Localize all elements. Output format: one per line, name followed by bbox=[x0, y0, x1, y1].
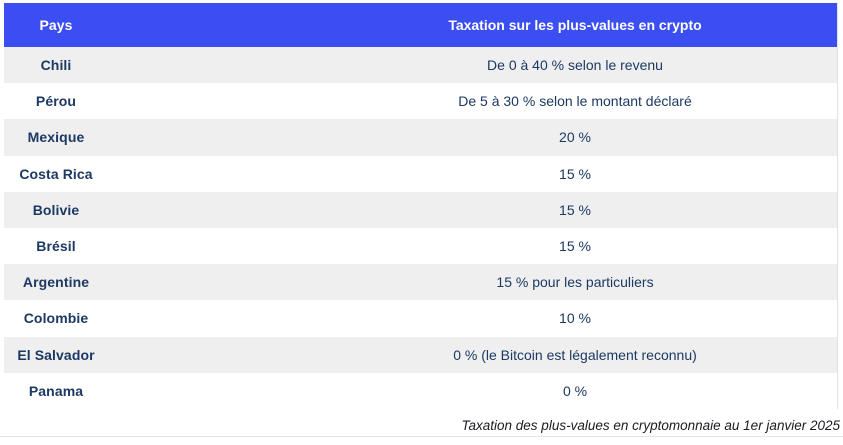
tax-cell: De 0 à 40 % selon le revenu bbox=[487, 57, 663, 74]
table-row: Costa Rica 15 % bbox=[4, 155, 837, 192]
table-body: Chili De 0 à 40 % selon le revenu Pérou … bbox=[4, 47, 837, 409]
tax-cell: 15 % bbox=[559, 201, 591, 218]
country-cell: Argentine bbox=[22, 274, 90, 291]
table-row: Bolivie 15 % bbox=[4, 191, 837, 228]
tax-cell: De 5 à 30 % selon le montant déclaré bbox=[458, 93, 692, 110]
header-cell-taxation: Taxation sur les plus-values en crypto bbox=[448, 17, 702, 33]
country-cell: Brésil bbox=[36, 238, 76, 255]
table-row: Mexique 20 % bbox=[4, 119, 837, 156]
table-row: Argentine 15 % pour les particuliers bbox=[4, 264, 837, 301]
country-cell: El Salvador bbox=[17, 346, 95, 363]
tax-cell: 20 % bbox=[559, 129, 591, 146]
table-row: Panama 0 % bbox=[4, 372, 837, 409]
tax-cell: 0 % (le Bitcoin est légalement reconnu) bbox=[453, 346, 697, 363]
country-cell: Pérou bbox=[35, 93, 77, 110]
bottom-divider bbox=[0, 436, 843, 437]
tax-cell: 15 % pour les particuliers bbox=[496, 274, 654, 291]
country-cell: Costa Rica bbox=[19, 165, 93, 182]
country-cell: Chili bbox=[40, 57, 72, 74]
table-row: Chili De 0 à 40 % selon le revenu bbox=[4, 47, 837, 84]
country-cell: Mexique bbox=[27, 129, 85, 146]
header-cell-pays: Pays bbox=[39, 17, 73, 33]
country-cell: Bolivie bbox=[32, 201, 80, 218]
crypto-tax-table: Pays Taxation sur les plus-values en cry… bbox=[4, 3, 838, 409]
tax-cell: 15 % bbox=[559, 238, 591, 255]
table-header-row: Pays Taxation sur les plus-values en cry… bbox=[4, 3, 837, 47]
table-row: Pérou De 5 à 30 % selon le montant décla… bbox=[4, 83, 837, 120]
table-row: Brésil 15 % bbox=[4, 227, 837, 265]
country-cell: Panama bbox=[28, 382, 84, 399]
table-row: Colombie 10 % bbox=[4, 300, 837, 337]
tax-cell: 15 % bbox=[559, 165, 591, 182]
tax-cell: 10 % bbox=[559, 310, 591, 327]
table-row: El Salvador 0 % (le Bitcoin est légaleme… bbox=[4, 336, 837, 373]
country-cell: Colombie bbox=[23, 310, 89, 327]
tax-cell: 0 % bbox=[562, 382, 588, 399]
table-caption: Taxation des plus-values en cryptomonnai… bbox=[461, 418, 841, 433]
